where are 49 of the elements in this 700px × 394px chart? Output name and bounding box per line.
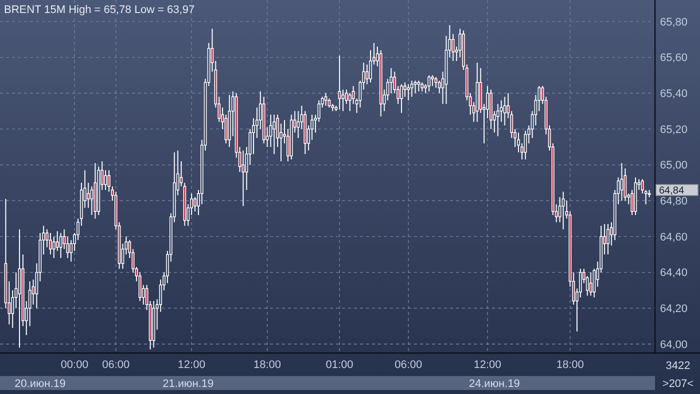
y-tick-label: 64,20 [660,303,688,316]
text: 21.июн.19 [162,378,214,390]
y-tick-label: 64,00 [660,338,688,351]
y-tick-label: 64,40 [660,267,688,280]
candlestick [503,96,506,126]
candlestick [49,232,52,255]
y-tick-label: 65,00 [660,160,688,172]
candlestick [400,84,403,114]
y-tick-label: 64,80 [660,196,688,208]
candlestick [56,230,59,252]
x-tick-label: 00:00 [60,359,88,371]
x-tick-label: 06:00 [102,359,130,371]
candlestick [404,82,406,98]
candlestick [431,74,434,87]
x-tick-label: 18:00 [254,359,282,371]
candlestick [90,186,94,216]
candlestick [428,74,430,92]
candlestick [366,64,369,85]
x-tick-label: 06:00 [394,359,422,371]
candlestick [242,150,245,207]
candlestick [406,84,410,101]
x-tick-label: 01:00 [326,359,354,371]
candlestick [342,89,344,112]
x-tick-label: 12:00 [178,359,206,371]
y-tick-label: 65,60 [660,52,688,64]
text: 64,84 [659,186,684,197]
candlestick [496,103,500,137]
y-tick-label: 65,40 [660,88,688,100]
candlestick [417,80,420,92]
candlestick [562,191,565,230]
y-tick-label: 65,80 [660,16,688,28]
text: >207< [662,378,694,390]
x-tick-label: 12:00 [474,359,502,371]
candlestick [194,196,196,212]
candlestick [104,170,107,190]
text: 24.июн.19 [468,378,520,390]
candlestick [589,272,592,296]
y-tick-label: 64,60 [660,231,688,244]
text: 20.июн.19 [14,378,66,390]
candlestick [272,114,276,155]
candlestick [438,80,441,94]
chart-title: BRENT 15M High = 65,78 Low = 63,97 [4,4,195,16]
candlestick [86,182,90,208]
x-tick-label: 18:00 [556,359,584,371]
candlestick [338,55,341,110]
candlestick [414,80,417,94]
text: 3422 [666,360,690,372]
candlestick [606,223,610,255]
y-tick-label: 65,20 [660,124,688,136]
